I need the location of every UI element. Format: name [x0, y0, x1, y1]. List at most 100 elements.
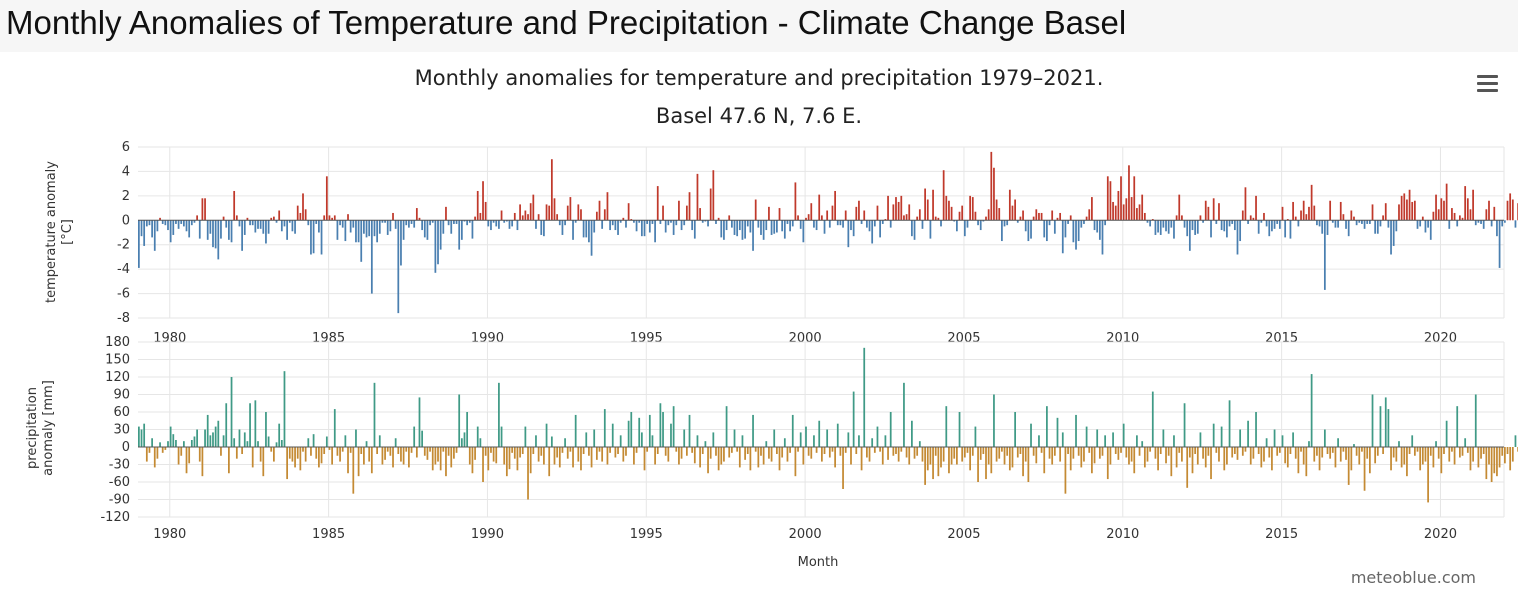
bar-negative — [1419, 220, 1422, 227]
bar-negative — [757, 220, 760, 228]
bar-positive — [529, 203, 532, 221]
bar-negative — [164, 220, 167, 226]
bar-positive — [302, 193, 304, 221]
bar-negative — [1400, 447, 1403, 468]
bar-negative — [564, 220, 566, 226]
x-tick-label: 2020 — [1424, 527, 1457, 542]
bar-negative — [572, 447, 574, 468]
bar-negative — [505, 447, 508, 477]
bar-negative — [1276, 220, 1279, 224]
bar-positive — [678, 200, 680, 221]
hamburger-menu-icon[interactable] — [1474, 72, 1500, 96]
bar-positive — [752, 414, 754, 447]
bar-negative — [953, 447, 956, 459]
bar-negative — [1469, 447, 1472, 471]
bar-positive — [799, 432, 802, 447]
bar-negative — [1088, 447, 1091, 453]
bar-negative — [1233, 447, 1236, 454]
bar-positive — [1228, 400, 1231, 447]
bar-positive — [169, 426, 172, 447]
credit-text[interactable]: meteoblue.com — [1350, 568, 1476, 587]
bar-positive — [871, 438, 874, 447]
bar-negative — [717, 447, 720, 471]
bar-negative — [177, 220, 180, 229]
bar-negative — [543, 220, 545, 237]
bar-negative — [1186, 220, 1189, 237]
bar-negative — [900, 447, 903, 452]
y-tick-label: 120 — [105, 370, 130, 385]
bar-positive — [794, 182, 797, 221]
bar-positive — [1421, 216, 1424, 221]
bar-positive — [325, 436, 328, 447]
bar-positive — [1469, 209, 1472, 221]
bar-positive — [990, 151, 993, 221]
bar-negative — [370, 220, 373, 294]
bar-negative — [786, 447, 789, 462]
bar-negative — [1194, 220, 1197, 235]
bar-positive — [550, 159, 553, 221]
bar-negative — [259, 220, 262, 229]
bar-negative — [1043, 220, 1046, 238]
bar-positive — [768, 206, 770, 221]
y-axis-title-temperature: temperature anomaly[°C] — [44, 161, 75, 303]
bar-positive — [460, 438, 463, 447]
bar-negative — [693, 220, 696, 239]
bar-negative — [990, 447, 993, 474]
bar-negative — [1427, 220, 1429, 228]
bar-negative — [744, 220, 746, 239]
bar-positive — [569, 197, 572, 221]
bar-negative — [1202, 220, 1204, 223]
bar-negative — [1416, 220, 1419, 229]
bar-negative — [1067, 220, 1069, 224]
bar-positive — [1112, 201, 1114, 221]
bar-negative — [1008, 447, 1011, 471]
bar-negative — [1514, 220, 1517, 228]
bar-positive — [347, 214, 349, 221]
bar-negative — [1083, 220, 1085, 224]
bar-negative — [1339, 447, 1342, 462]
bar-negative — [667, 447, 670, 462]
bar-positive — [521, 215, 524, 221]
bar-negative — [1157, 220, 1159, 233]
bar-positive — [466, 412, 469, 447]
bar-negative — [810, 447, 813, 459]
bar-negative — [1022, 447, 1024, 477]
bar-negative — [484, 447, 487, 456]
bar-positive — [1085, 216, 1088, 221]
bar-negative — [1326, 220, 1329, 235]
bar-negative — [1149, 220, 1152, 227]
bar-positive — [998, 208, 1001, 221]
bar-positive — [1220, 426, 1223, 447]
bar-positive — [283, 371, 286, 447]
bar-negative — [381, 220, 384, 223]
y-tick-label: -30 — [109, 458, 130, 473]
bar-negative — [646, 447, 649, 452]
bar-positive — [1265, 438, 1268, 447]
bar-positive — [1310, 184, 1313, 221]
bar-negative — [1106, 447, 1109, 480]
bar-negative — [1138, 447, 1141, 456]
bar-negative — [776, 447, 778, 454]
bar-negative — [879, 220, 881, 238]
bar-negative — [373, 220, 376, 237]
bar-negative — [360, 220, 363, 262]
bar-negative — [979, 447, 982, 460]
bar-positive — [1136, 208, 1138, 221]
bar-negative — [1432, 447, 1435, 468]
y-tick-label: 6 — [122, 140, 130, 155]
bar-negative — [1294, 447, 1297, 459]
bar-negative — [1485, 447, 1488, 480]
bar-positive — [818, 194, 821, 221]
bar-negative — [1146, 220, 1149, 223]
bar-negative — [172, 220, 175, 235]
bar-positive — [312, 434, 315, 447]
bar-negative — [1511, 447, 1514, 462]
bar-positive — [1313, 205, 1316, 221]
bar-negative — [1215, 447, 1218, 453]
bar-positive — [1514, 435, 1517, 447]
bar-negative — [397, 220, 400, 314]
bar-negative — [1003, 220, 1006, 227]
bar-positive — [598, 200, 601, 221]
bar-positive — [143, 423, 146, 447]
x-tick-label: 1990 — [471, 527, 504, 542]
